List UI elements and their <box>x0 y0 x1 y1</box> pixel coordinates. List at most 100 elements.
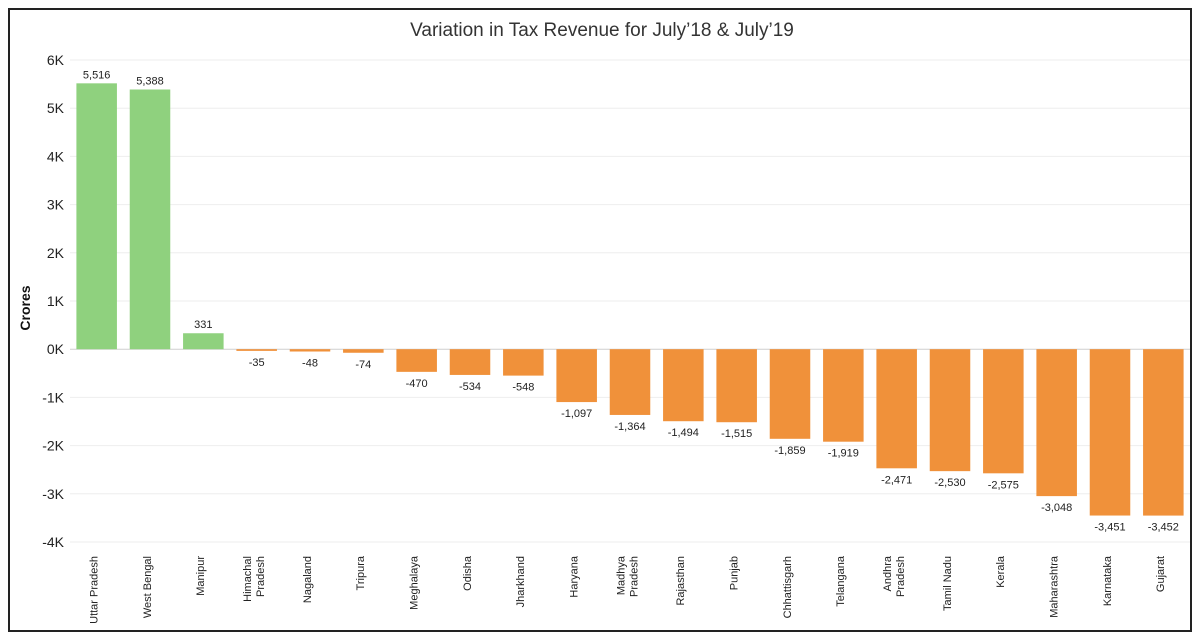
bar <box>449 349 491 375</box>
y-tick-label: 5K <box>47 100 65 116</box>
category-label: Kerala <box>995 555 1007 588</box>
bar <box>76 83 117 350</box>
category-label-line: Meghalaya <box>409 555 421 610</box>
category-label: Punjab <box>729 556 741 590</box>
bar <box>1089 349 1131 516</box>
bar <box>183 333 224 350</box>
category-label: Nagaland <box>302 556 314 603</box>
bar <box>876 349 917 469</box>
category-label: Haryana <box>569 555 581 597</box>
category-label-line: Manipur <box>195 556 207 596</box>
bar-chart: 6K 5K 4K 3K 2K 1K 0K -1K -2K -3K -4K 5,516 5,388 331… <box>17 52 1190 624</box>
y-tick-label: -3K <box>42 486 64 502</box>
bar <box>503 349 544 376</box>
category-label-line: Maharashtra <box>1049 555 1061 618</box>
data-label: -1,919 <box>828 448 859 460</box>
category-label-line: Pradesh <box>255 556 267 597</box>
y-tick-label: 1K <box>47 293 65 309</box>
y-tick-label: 2K <box>47 245 65 261</box>
category-label-line: Madhya <box>615 555 627 595</box>
bar <box>663 349 704 422</box>
category-label-line: Himachal <box>242 556 254 602</box>
bar <box>1036 349 1077 497</box>
category-label: West Bengal <box>142 556 154 618</box>
category-label-line: Pradesh <box>628 556 640 597</box>
y-tick-label: 6K <box>47 52 65 68</box>
data-label: -2,575 <box>988 479 1019 491</box>
data-labels: 5,516 5,388 331 -35 -48 -74 -470 -534 -548 -1,097… <box>83 69 1179 533</box>
category-label: Tripura <box>355 555 367 590</box>
category-label-line: Odisha <box>462 555 474 591</box>
chart-frame: Variation in Tax Revenue for July’18 & J… <box>8 8 1192 632</box>
data-label: -1,859 <box>774 445 805 457</box>
category-label-line: Haryana <box>569 555 581 597</box>
category-label: Himachal Pradesh <box>242 556 267 602</box>
category-label: Karnataka <box>1102 555 1114 606</box>
bar <box>769 349 811 439</box>
data-label: 5,516 <box>83 69 111 81</box>
bar <box>289 349 331 352</box>
category-label: Maharashtra <box>1049 555 1061 618</box>
category-label-line: Punjab <box>729 556 741 590</box>
category-label-line: Jharkhand <box>515 556 527 607</box>
category-label: Uttar Pradesh <box>89 556 101 624</box>
y-tick-label: 3K <box>47 197 65 213</box>
category-label-line: Kerala <box>995 555 1007 588</box>
data-label: -534 <box>459 381 481 393</box>
data-label: -2,471 <box>881 474 912 486</box>
bar <box>716 349 757 423</box>
category-label-line: Uttar Pradesh <box>89 556 101 624</box>
category-label: Gujarat <box>1155 556 1167 592</box>
bar <box>929 349 971 472</box>
category-label: Andhra Pradesh <box>882 555 907 597</box>
category-label: Tamil Nadu <box>942 556 954 611</box>
category-label: Jharkhand <box>515 556 527 607</box>
y-tick-label: 4K <box>47 148 65 164</box>
data-label: -2,530 <box>934 477 965 489</box>
category-label: Odisha <box>462 555 474 591</box>
category-label: Madhya Pradesh <box>615 555 640 597</box>
data-label: 331 <box>194 319 212 331</box>
category-label: Rajasthan <box>675 556 687 606</box>
category-label-line: Tamil Nadu <box>942 556 954 611</box>
bar <box>983 349 1024 474</box>
data-label: -35 <box>249 357 265 369</box>
data-label: -1,515 <box>721 428 752 440</box>
y-axis-ticks: 6K 5K 4K 3K 2K 1K 0K -1K -2K -3K -4K <box>42 52 64 550</box>
data-label: -48 <box>302 358 318 370</box>
category-label: Chhattisgarh <box>782 556 794 618</box>
data-label: -1,097 <box>561 408 592 420</box>
category-label-line: Chhattisgarh <box>782 556 794 618</box>
category-label-line: Nagaland <box>302 556 314 603</box>
y-axis-label: Crores <box>17 285 33 330</box>
category-label: Manipur <box>195 556 207 596</box>
category-label: Meghalaya <box>409 555 421 610</box>
data-label: -1,364 <box>614 421 645 433</box>
category-label-line: Telangana <box>835 555 847 607</box>
y-tick-label: 0K <box>47 341 65 357</box>
bar <box>129 89 171 350</box>
y-tick-label: -1K <box>42 389 64 405</box>
data-label: -3,451 <box>1094 522 1125 534</box>
bar <box>343 349 384 353</box>
y-tick-label: -4K <box>42 534 64 550</box>
bar <box>396 349 437 372</box>
bars <box>76 83 1184 516</box>
category-label-line: Rajasthan <box>675 556 687 606</box>
bar <box>823 349 864 442</box>
category-label-line: West Bengal <box>142 556 154 618</box>
data-label: -548 <box>512 382 534 394</box>
category-label: Telangana <box>835 555 847 607</box>
data-label: -74 <box>355 359 371 371</box>
category-label-line: Tripura <box>355 555 367 590</box>
data-label: -3,048 <box>1041 502 1072 514</box>
category-label-line: Pradesh <box>895 556 907 597</box>
data-label: -3,452 <box>1148 522 1179 534</box>
data-label: 5,388 <box>136 75 164 87</box>
bar <box>1143 349 1184 516</box>
data-label: -1,494 <box>668 427 699 439</box>
chart-title: Variation in Tax Revenue for July’18 & J… <box>410 20 794 41</box>
y-tick-label: -2K <box>42 438 64 454</box>
category-label-line: Andhra <box>882 555 894 591</box>
bar <box>609 349 651 415</box>
